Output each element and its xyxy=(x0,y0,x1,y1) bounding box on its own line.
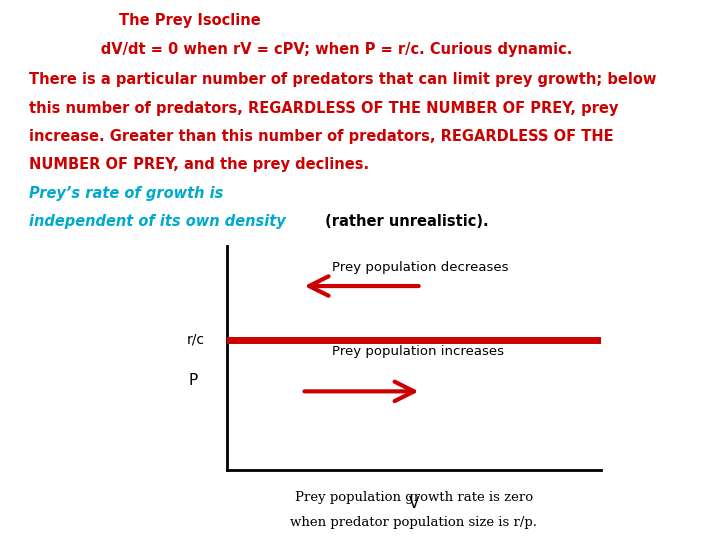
Text: V: V xyxy=(409,496,419,511)
Text: Prey population decreases: Prey population decreases xyxy=(332,261,508,274)
Text: Prey population increases: Prey population increases xyxy=(332,345,503,357)
Text: increase. Greater than this number of predators, REGARDLESS OF THE: increase. Greater than this number of pr… xyxy=(29,129,613,144)
Text: independent of its own density: independent of its own density xyxy=(29,214,286,230)
Text: (rather unrealistic).: (rather unrealistic). xyxy=(320,214,489,230)
Text: There is a particular number of predators that can limit prey growth; below: There is a particular number of predator… xyxy=(29,72,656,87)
Text: NUMBER OF PREY, and the prey declines.: NUMBER OF PREY, and the prey declines. xyxy=(29,158,374,172)
Text: this number of predators, REGARDLESS OF THE NUMBER OF PREY, prey: this number of predators, REGARDLESS OF … xyxy=(29,100,618,116)
Text: Prey population growth rate is zero: Prey population growth rate is zero xyxy=(295,491,533,504)
Text: dV/dt = 0 when rV = cPV; when P = r/c. Curious dynamic.: dV/dt = 0 when rV = cPV; when P = r/c. C… xyxy=(29,42,572,57)
Text: P: P xyxy=(189,373,198,388)
Text: Prey’s rate of growth is: Prey’s rate of growth is xyxy=(29,186,223,201)
Text: when predator population size is r/p.: when predator population size is r/p. xyxy=(290,516,538,529)
Text: The Prey Isocline: The Prey Isocline xyxy=(119,14,261,29)
Text: r/c: r/c xyxy=(186,333,204,347)
